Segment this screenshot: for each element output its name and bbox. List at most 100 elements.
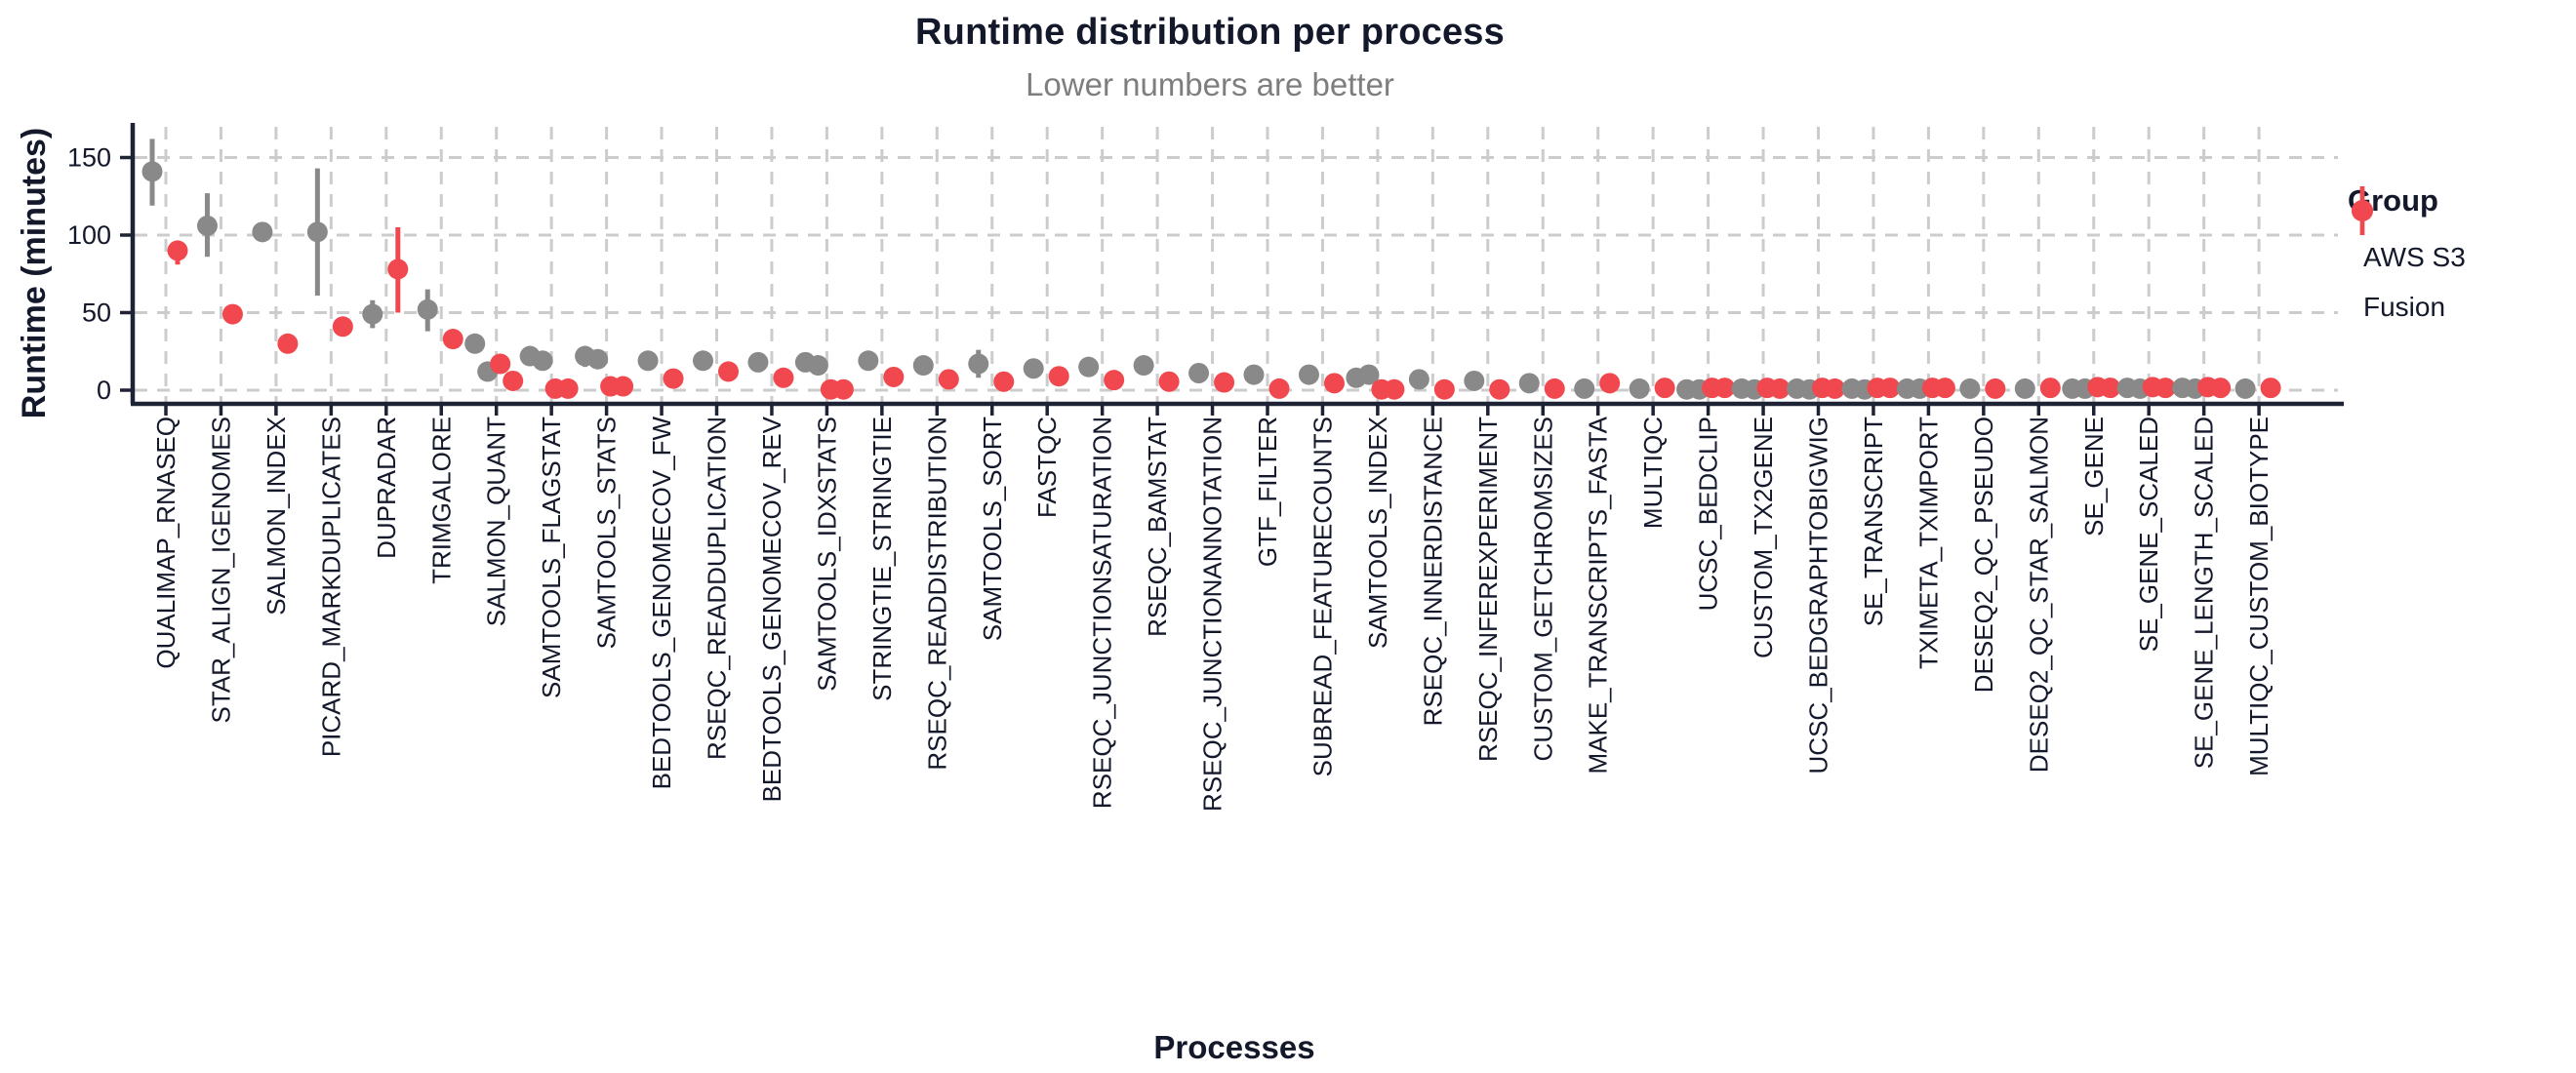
x-tick-label: RSEQC_JUNCTIONANNOTATION xyxy=(1198,417,1228,812)
y-axis-title: Runtime (minutes) xyxy=(16,127,53,419)
y-tick-label: 100 xyxy=(67,220,111,250)
y-tick-label: 150 xyxy=(67,143,111,173)
x-tick-label: SAMTOOLS_FLAGSTAT xyxy=(537,417,566,698)
point-fusion xyxy=(1544,378,1565,399)
x-tick-label: RSEQC_READDISTRIBUTION xyxy=(922,417,951,771)
x-tick-label: STAR_ALIGN_IGENOMES xyxy=(206,417,235,724)
x-tick-label: SALMON_INDEX xyxy=(262,417,291,616)
point-fusion xyxy=(557,378,579,399)
point-fusion xyxy=(1489,378,1510,400)
pointrange-glyph-icon xyxy=(2352,186,2373,235)
point-fusion xyxy=(503,370,524,391)
x-tick-label: SAMTOOLS_INDEX xyxy=(1363,417,1392,649)
point-fusion xyxy=(387,258,409,280)
x-tick-label: DESEQ2_QC_PSEUDO xyxy=(1969,417,1998,693)
x-tick-label: SAMTOOLS_IDXSTATS xyxy=(812,417,841,692)
x-tick-label: SUBREAD_FEATURECOUNTS xyxy=(1308,417,1337,776)
x-tick-label: SALMON_QUANT xyxy=(482,417,511,626)
point-aws-s3 xyxy=(1408,369,1429,390)
x-tick-label: MULTIQC_CUSTOM_BIOTYPE xyxy=(2244,417,2274,776)
point-aws-s3 xyxy=(1023,358,1044,379)
point-aws-s3 xyxy=(1574,378,1595,399)
point-aws-s3 xyxy=(968,353,989,375)
x-tick-label: GTF_FILTER xyxy=(1253,417,1282,567)
point-fusion xyxy=(663,368,684,389)
x-tick-label: DUPRADAR xyxy=(372,417,401,559)
point-fusion xyxy=(1985,378,2006,399)
point-fusion xyxy=(1384,378,1405,400)
point-aws-s3 xyxy=(747,351,769,373)
x-tick-label: TRIMGALORE xyxy=(426,417,456,584)
x-tick-label: SE_GENE xyxy=(2079,417,2109,536)
point-aws-s3 xyxy=(417,298,438,320)
legend-label-aws-s3: AWS S3 xyxy=(2363,241,2466,272)
x-tick-label: RSEQC_INNERDISTANCE xyxy=(1418,417,1447,726)
point-aws-s3 xyxy=(362,303,383,325)
point-aws-s3 xyxy=(1243,364,1265,385)
legend-entry-aws-s3: AWS S3 xyxy=(2348,186,2466,282)
point-aws-s3 xyxy=(306,221,328,243)
y-tick-label: 0 xyxy=(97,376,111,405)
point-aws-s3 xyxy=(141,161,163,182)
x-tick-label: RSEQC_BAMSTAT xyxy=(1143,417,1172,637)
point-aws-s3 xyxy=(1078,356,1100,378)
point-fusion xyxy=(1433,378,1455,400)
point-aws-s3 xyxy=(1358,364,1380,385)
point-fusion xyxy=(1599,373,1621,394)
chart-title: Runtime distribution per process xyxy=(915,12,1505,53)
x-tick-label: FASTQC xyxy=(1032,417,1062,518)
point-aws-s3 xyxy=(196,215,218,236)
point-aws-s3 xyxy=(693,350,713,372)
point-aws-s3 xyxy=(1518,373,1540,394)
x-tick-label: SE_GENE_SCALED xyxy=(2134,417,2163,652)
x-tick-label: RSEQC_READDUPLICATION xyxy=(703,417,732,760)
point-fusion xyxy=(2260,378,2281,399)
point-aws-s3 xyxy=(587,348,609,370)
point-aws-s3 xyxy=(1629,378,1650,399)
x-tick-label: PICARD_MARKDUPLICATES xyxy=(316,417,345,757)
legend: Group AWS S3 Fusion xyxy=(2348,183,2466,332)
x-tick-label: SAMTOOLS_STATS xyxy=(592,417,622,649)
point-fusion xyxy=(883,366,905,387)
x-tick-label: SAMTOOLS_SORT xyxy=(978,417,1007,641)
x-tick-label: RSEQC_JUNCTIONSATURATION xyxy=(1088,417,1117,809)
legend-entry-fusion: Fusion xyxy=(2348,186,2466,332)
data-points xyxy=(141,139,2281,400)
point-aws-s3 xyxy=(252,221,273,243)
point-fusion xyxy=(1654,378,1675,399)
point-fusion xyxy=(1268,378,1290,399)
x-tick-label: BEDTOOLS_GENOMECOV_REV xyxy=(757,416,786,802)
x-tick-label: SE_GENE_LENGTH_SCALED xyxy=(2190,417,2219,769)
x-tick-label: QUALIMAP_RNASEQ xyxy=(151,417,181,669)
point-fusion xyxy=(2100,378,2121,399)
point-aws-s3 xyxy=(1959,378,1981,399)
point-fusion xyxy=(1158,371,1180,392)
point-aws-s3 xyxy=(807,355,828,377)
x-tick-label: MULTIQC xyxy=(1638,417,1668,529)
point-fusion xyxy=(1769,378,1791,399)
point-aws-s3 xyxy=(1298,364,1319,385)
point-aws-s3 xyxy=(637,350,659,372)
chart-subtitle: Lower numbers are better xyxy=(1026,66,1394,102)
point-fusion xyxy=(2039,378,2061,399)
x-tick-label: MAKE_TRANSCRIPTS_FASTA xyxy=(1584,416,1613,774)
x-tick-label: BEDTOOLS_GENOMECOV_FW xyxy=(647,417,676,790)
point-fusion xyxy=(773,367,794,388)
point-fusion xyxy=(1323,373,1345,394)
point-aws-s3 xyxy=(2234,378,2256,399)
x-tick-label: CUSTOM_GETCHROMSIZES xyxy=(1528,417,1557,761)
legend-label-fusion: Fusion xyxy=(2363,291,2446,322)
point-fusion xyxy=(1879,378,1901,399)
x-tick-label: UCSC_BEDCLIP xyxy=(1694,417,1723,611)
point-fusion xyxy=(2210,378,2232,399)
point-fusion xyxy=(993,371,1015,392)
point-aws-s3 xyxy=(1188,363,1210,384)
point-fusion xyxy=(1214,372,1235,393)
point-fusion xyxy=(442,329,463,350)
point-fusion xyxy=(1104,370,1125,391)
point-aws-s3 xyxy=(464,333,486,354)
point-fusion xyxy=(938,369,959,390)
point-fusion xyxy=(832,378,854,400)
point-aws-s3 xyxy=(2014,378,2035,399)
